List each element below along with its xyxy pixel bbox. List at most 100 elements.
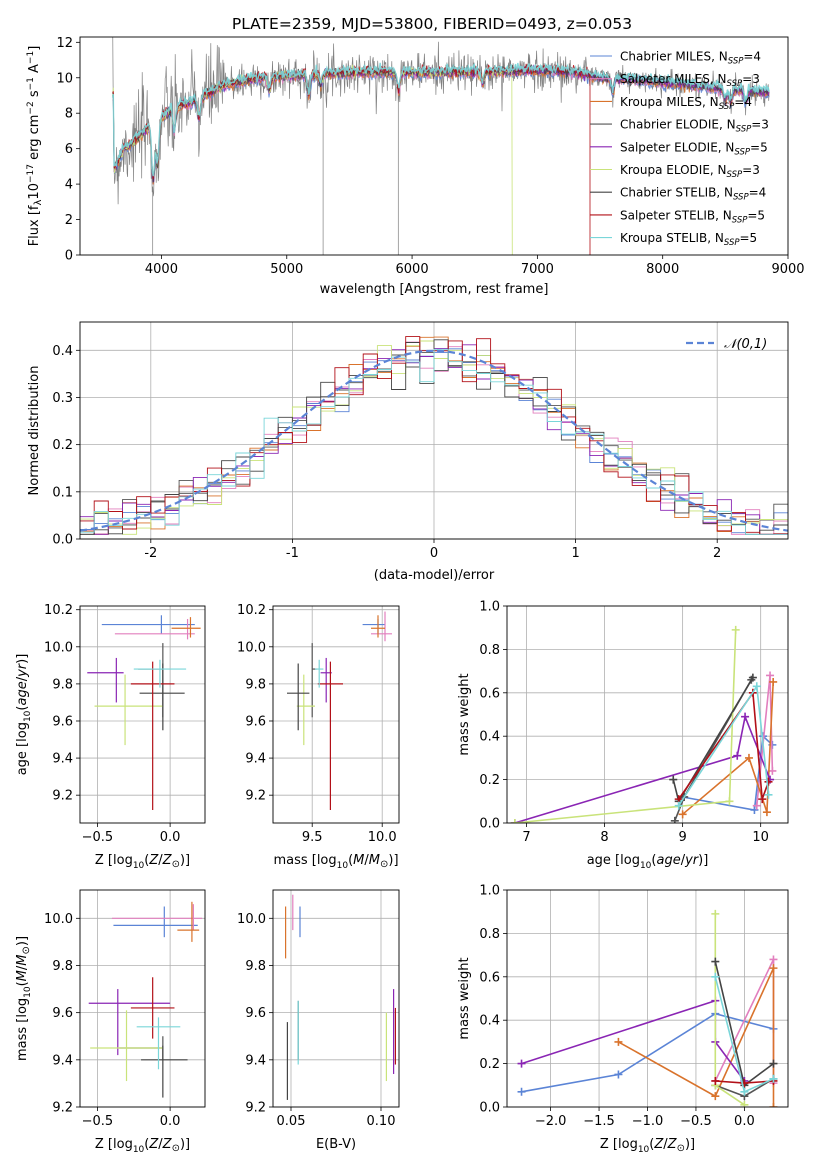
- weight-marker-salpeter_stelib: [758, 795, 767, 804]
- x-tick-label: −0.5: [82, 830, 114, 845]
- legend-text: Kroupa MILES, N: [620, 95, 719, 109]
- weight-marker-chabrier_miles: [517, 1087, 526, 1096]
- y-tick-label: 9.8: [52, 677, 73, 692]
- weight-marker-salpeter_miles: [766, 671, 775, 680]
- grid-lines: [273, 890, 399, 1108]
- y-tick-label: 10.2: [237, 603, 266, 618]
- x-axis-label: E(B-V): [316, 1137, 356, 1152]
- label-part: Z: [162, 1137, 173, 1152]
- label-part: ]: [27, 46, 42, 51]
- weight-marker-salpeter_miles: [752, 801, 761, 810]
- panel-Z_age: −0.5 0.09.29.49.69.810.010.2Z [log10(Z/Z⊙…: [15, 603, 206, 871]
- plot-area: [285, 894, 396, 1100]
- x-tick-label: 5000: [270, 262, 303, 277]
- y-tick-label: 9.8: [52, 959, 73, 974]
- weight-marker-kroupa_miles: [769, 1103, 778, 1107]
- x-tick-label: 8000: [646, 262, 679, 277]
- legend-sub: SSP: [732, 215, 748, 225]
- x-tick-label: 0.05: [277, 1114, 306, 1129]
- label-part: mass [log: [273, 853, 336, 868]
- label-part: age [log: [587, 853, 640, 868]
- label-part: ⊙: [172, 1143, 180, 1154]
- weight-marker-kroupa_miles: [678, 810, 687, 819]
- label-part: yr: [15, 662, 30, 678]
- axes-frame: [79, 321, 789, 540]
- label-part: /: [663, 1137, 668, 1152]
- label-part: Z: [148, 1137, 159, 1152]
- x-tick-label: 0.0: [160, 1114, 181, 1129]
- legend-sub: SSP: [727, 79, 743, 89]
- grid-lines: [80, 606, 205, 823]
- x-tick-label: 0.0: [160, 830, 181, 845]
- legend-tail: =3: [751, 118, 769, 132]
- legend-sub: SSP: [733, 193, 749, 203]
- y-tick-label: 2: [65, 213, 73, 228]
- label-part: ⊙: [677, 1143, 685, 1154]
- label-part: )]: [15, 936, 30, 946]
- legend-tail: =3: [742, 72, 760, 86]
- label-part: 10: [133, 861, 145, 871]
- label-part: 10: [27, 183, 42, 200]
- weight-line-kroupa_miles: [618, 967, 775, 1107]
- label-part: Flux [f: [27, 205, 42, 246]
- y-tick-label: 10.0: [237, 912, 266, 927]
- weight-marker-kroupa_miles: [711, 1092, 720, 1101]
- label-part: age [log: [15, 722, 30, 775]
- label-part: /: [158, 853, 163, 868]
- label-part: (: [144, 1137, 149, 1152]
- axes-frame: [79, 605, 206, 824]
- legend-tail: =5: [750, 140, 768, 154]
- y-tick-label: 9.4: [52, 752, 73, 767]
- weight-marker-chabrier_stelib: [669, 775, 678, 784]
- y-tick-label: 0.3: [52, 391, 73, 406]
- label-part: Z: [653, 1137, 664, 1152]
- weight-marker-kroupa_miles: [762, 808, 771, 817]
- y-tick-label: 10.0: [237, 640, 266, 655]
- y-tick-label: 9.2: [52, 1101, 73, 1116]
- y-tick-label: 0.1: [52, 485, 73, 500]
- y-axis-label: mass weight: [457, 957, 472, 1039]
- plot-area: [510, 625, 778, 823]
- legend-tail: =5: [740, 231, 758, 245]
- x-tick-label: −1.5: [583, 1114, 615, 1129]
- y-tick-label: 9.8: [245, 677, 266, 692]
- grid-lines: [273, 606, 399, 823]
- x-axis-label: Z [log10(Z/Z⊙)]: [95, 853, 190, 871]
- weight-marker-chabrier_miles: [614, 1070, 623, 1079]
- x-tick-label: 6000: [396, 262, 429, 277]
- x-tick-label: 4000: [145, 262, 178, 277]
- y-tick-label: 1.0: [479, 884, 500, 899]
- label-part: )]: [15, 654, 30, 664]
- y-tick-label: 0.2: [479, 773, 500, 788]
- legend-sub: SSP: [734, 147, 750, 157]
- panel-Z_mass: −0.5 0.09.29.49.69.810.0Z [log10(Z/Z⊙)]ma…: [15, 889, 206, 1155]
- weight-marker-salpeter_elodie: [733, 751, 742, 760]
- y-tick-label: 0.0: [479, 817, 500, 832]
- axes-frame: [272, 889, 400, 1108]
- weight-marker-kroupa_stelib: [674, 801, 683, 810]
- weight-marker-chabrier_elodie: [670, 816, 679, 823]
- label-part: 10: [638, 1145, 650, 1155]
- x-tick-label: −2.0: [535, 1114, 567, 1129]
- plot-area: [80, 336, 788, 535]
- weight-line-kroupa_stelib: [678, 683, 770, 807]
- grid-lines: [507, 889, 788, 1108]
- y-tick-label: 10.0: [44, 912, 73, 927]
- label-part: Z: [162, 853, 173, 868]
- y-tick-label: 0.6: [479, 970, 500, 985]
- weight-marker-kroupa_miles: [769, 964, 778, 973]
- weight-marker-kroupa_stelib: [711, 972, 720, 981]
- weight-marker-kroupa_elodie: [740, 1100, 749, 1107]
- label-part: erg cm: [27, 115, 42, 164]
- weight-marker-salpeter_miles: [768, 766, 777, 775]
- plot-area: [517, 909, 778, 1107]
- label-part: )]: [180, 853, 190, 868]
- model-spectrum-salpeter_stelib: [112, 63, 591, 255]
- panel-Z_weight: −2.0 −1.5 −1.0 −0.5 0.0 0.0 0.2 0.4 0.6 0.8 1.0 mas…: [457, 884, 789, 1155]
- weight-line-salpeter_elodie: [521, 999, 746, 1082]
- y-tick-label: 0.4: [479, 1014, 500, 1029]
- y-tick-label: 9.4: [52, 1053, 73, 1068]
- label-part: λ: [33, 199, 44, 205]
- y-tick-label: 4: [65, 178, 73, 193]
- label-part: (: [651, 853, 656, 868]
